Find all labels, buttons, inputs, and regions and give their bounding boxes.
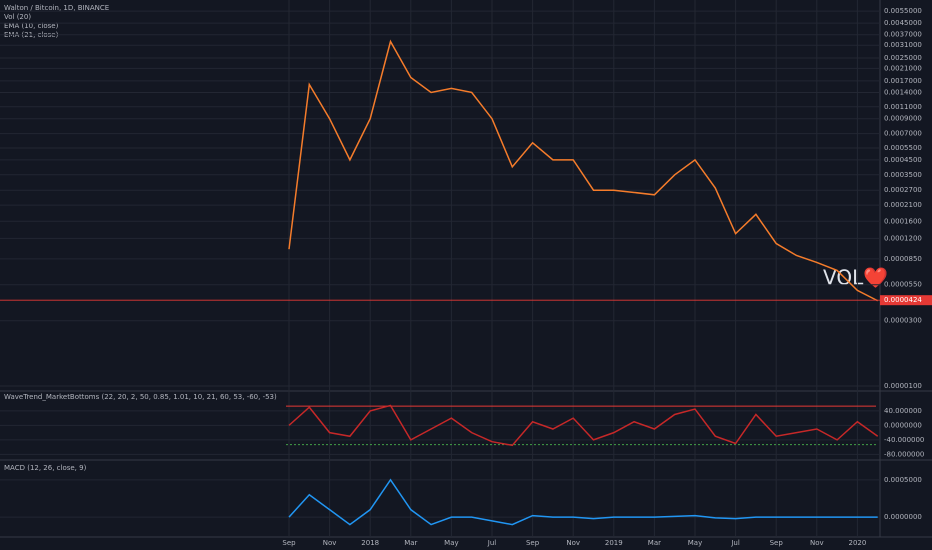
x-tick-label: Jul	[730, 539, 740, 547]
x-tick-label: Sep	[526, 539, 540, 547]
y-tick-label: 0.0014000	[884, 88, 922, 96]
y-tick-label: 0.0003500	[884, 171, 922, 179]
y-tick-label: 0.0001200	[884, 234, 922, 242]
series-line	[288, 39, 879, 302]
last-price-label: 0.0000424	[884, 296, 922, 304]
y-tick-label: 0.0031000	[884, 41, 922, 49]
legend-text: Walton / Bitcoin, 1D, BINANCE	[4, 4, 109, 12]
y-tick-label: 40.000000	[884, 407, 922, 415]
y-tick-label: 0.0002700	[884, 186, 922, 194]
y-tick-label: 0.0002100	[884, 201, 922, 209]
x-tick-label: Mar	[648, 539, 661, 547]
y-tick-label: -80.000000	[884, 450, 924, 458]
series-line	[288, 478, 878, 526]
x-tick-label: Sep	[770, 539, 784, 547]
x-tick-label: Mar	[404, 539, 417, 547]
x-tick-label: May	[444, 539, 458, 547]
x-tick-label: Nov	[323, 539, 337, 547]
last-price-box	[880, 295, 932, 306]
legend-text: EMA (10, close)	[4, 22, 59, 30]
y-tick-label: 0.0000550	[884, 281, 922, 289]
y-tick-label: 0.0000000	[884, 421, 922, 429]
y-tick-label: 0.0045000	[884, 19, 922, 27]
x-tick-label: Nov	[810, 539, 824, 547]
x-tick-label: Sep	[282, 539, 296, 547]
y-tick-label: 0.0055000	[884, 7, 922, 15]
x-tick-label: Nov	[566, 539, 580, 547]
legend-text: Vol (20)	[4, 13, 31, 21]
y-tick-label: 0.0011000	[884, 103, 922, 111]
y-tick-label: 0.0007000	[884, 130, 922, 138]
series-line	[288, 404, 879, 447]
y-tick-label: 0.0017000	[884, 77, 922, 85]
y-tick-label: 0.0000300	[884, 317, 922, 325]
pane-title: WaveTrend_MarketBottoms (22, 20, 2, 50, …	[4, 393, 277, 401]
y-tick-label: 0.0000100	[884, 382, 922, 390]
x-tick-label: 2020	[848, 539, 866, 547]
y-tick-label: 0.0000000	[884, 513, 922, 521]
x-tick-label: 2019	[605, 539, 623, 547]
x-tick-label: 2018	[361, 539, 379, 547]
y-tick-label: 0.0025000	[884, 54, 922, 62]
y-tick-label: 0.0037000	[884, 31, 922, 39]
y-tick-label: 0.0021000	[884, 64, 922, 72]
y-tick-label: 0.0005500	[884, 144, 922, 152]
y-tick-label: 0.0001600	[884, 217, 922, 225]
y-tick-label: 0.0000850	[884, 255, 922, 263]
x-tick-label: Jul	[487, 539, 497, 547]
x-tick-label: May	[688, 539, 702, 547]
pane-title: MACD (12, 26, close, 9)	[4, 464, 87, 472]
y-tick-label: 0.0009000	[884, 115, 922, 123]
y-tick-label: -40.000000	[884, 436, 924, 444]
y-tick-label: 0.0004500	[884, 156, 922, 164]
y-tick-label: 0.0005000	[884, 476, 922, 484]
